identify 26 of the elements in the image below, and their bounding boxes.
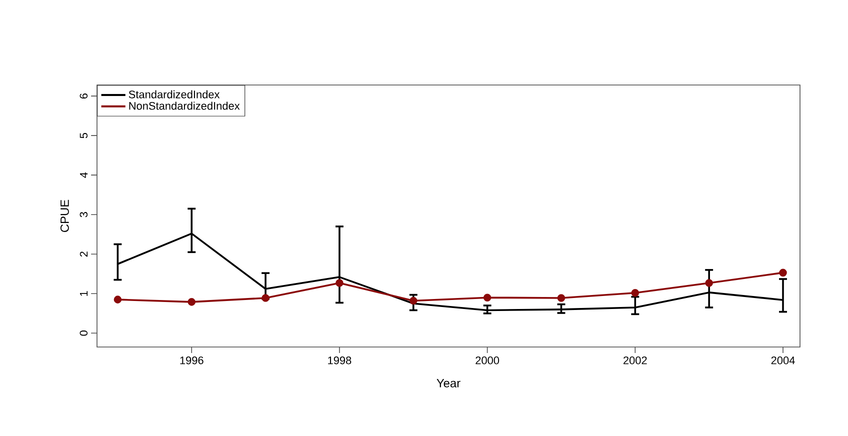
point: [483, 294, 492, 302]
y-tick-label: 0: [80, 330, 88, 336]
y-tick-label: 4: [80, 172, 88, 178]
point: [410, 296, 418, 305]
x-axis-title: Year: [436, 379, 460, 388]
legend-label: StandardizedIndex: [128, 90, 220, 98]
point: [557, 294, 566, 302]
point: [336, 279, 344, 287]
x-tick-label: 1998: [328, 356, 352, 364]
y-tick-label: 2: [80, 252, 88, 257]
y-tick-label: 5: [80, 132, 88, 138]
point: [114, 296, 122, 304]
y-tick-label: 1: [80, 291, 88, 296]
x-tick-label: 1996: [180, 356, 204, 364]
x-tick-label: 2004: [771, 356, 795, 364]
point: [262, 294, 270, 302]
y-axis-title: CPUE: [60, 200, 69, 232]
legend-label: NonStandardizedIndex: [129, 102, 240, 110]
point: [188, 298, 196, 306]
point: [705, 279, 713, 287]
y-tick-label: 3: [80, 212, 88, 218]
x-tick-label: 2000: [476, 356, 500, 364]
x-tick-label: 2002: [624, 356, 647, 364]
point: [631, 288, 640, 297]
y-tick-label: 6: [80, 93, 88, 99]
point: [779, 268, 787, 277]
